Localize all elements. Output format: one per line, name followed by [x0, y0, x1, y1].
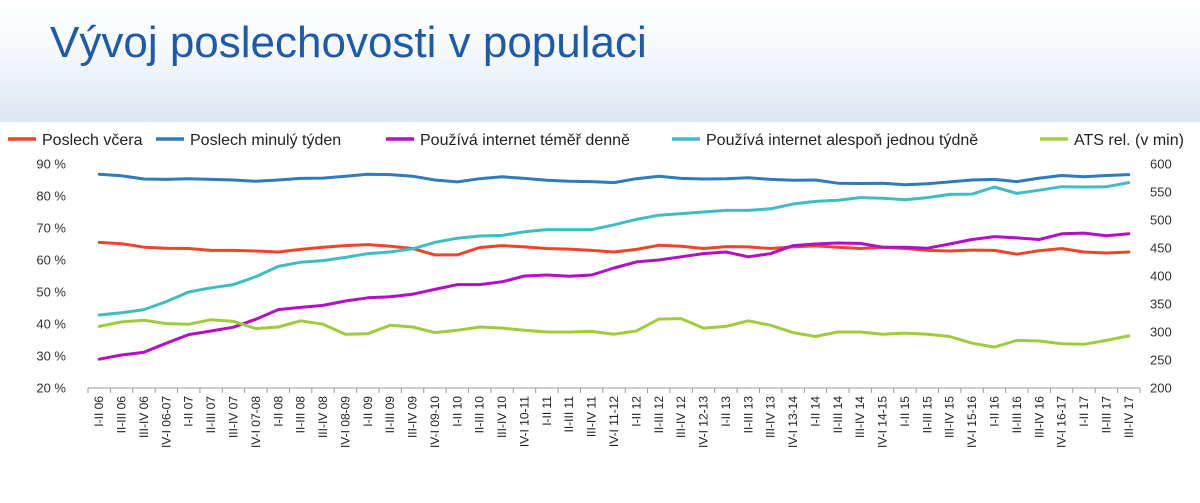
x-tick-label: III-IV 16	[1032, 396, 1046, 438]
x-tick-label: I-II 07	[182, 396, 196, 427]
x-tick-label: I-II 13	[719, 396, 733, 427]
y-right-tick-label: 300	[1150, 325, 1172, 340]
x-tick-label: IV-I 16-17	[1055, 396, 1069, 448]
x-tick-label: III-IV 07	[226, 396, 240, 438]
y-axis-right: 200 250 300 350 400 450 500 550 600	[1150, 157, 1172, 396]
x-tick-label: II-III 11	[562, 396, 576, 433]
series-line	[97, 231, 1131, 361]
x-tick-label: II-III 10	[473, 396, 487, 434]
y-left-tick-label: 40 %	[36, 317, 66, 332]
x-tick-label: II-III 09	[383, 396, 397, 434]
x-tick-label: II-III 12	[652, 396, 666, 434]
y-right-tick-label: 600	[1150, 157, 1172, 172]
x-tick-label: IV-I 14-15	[876, 396, 890, 448]
y-left-tick-label: 20 %	[36, 381, 66, 396]
page-title: Vývoj poslechovosti v populaci	[50, 18, 647, 67]
y-left-tick-label: 50 %	[36, 285, 66, 300]
x-tick-label: IV-I 10-11	[517, 396, 531, 447]
legend-label: Používá internet alespoň jednou týdně	[706, 132, 978, 149]
x-tick-label: III-IV 17	[1122, 396, 1136, 438]
x-tick-label: III-IV 11	[585, 396, 599, 437]
x-tick-label: I-II 11	[540, 396, 554, 426]
series-line	[97, 172, 1131, 187]
x-tick-label: III-IV 13	[764, 396, 778, 438]
x-tick-label: II-III 16	[1010, 396, 1024, 434]
x-tick-label: IV-I 12-13	[697, 396, 711, 448]
x-tick-label: III-IV 09	[406, 396, 420, 438]
x-tick-label: II-III 06	[115, 396, 129, 434]
x-tick-label: III-IV 15	[943, 396, 957, 438]
x-tick-label: III-IV 06	[137, 396, 151, 438]
x-tick-label: I-II 06	[92, 396, 106, 427]
x-tick-label: III-IV 08	[316, 396, 330, 438]
x-axis: I-II 06 II-III 06 III-IV 06 IV-I 06-07 I-II …	[87, 387, 1141, 448]
series-line	[97, 240, 1131, 257]
x-tick-label: I-II 12	[629, 396, 643, 427]
legend-label: Poslech včera	[42, 132, 143, 149]
x-tick-label: IV-I 11-12	[607, 396, 621, 447]
x-tick-label: I-II 08	[271, 396, 285, 427]
x-tick-label: IV-I 13-14	[786, 396, 800, 448]
y-left-tick-label: 90 %	[36, 157, 66, 172]
x-tick-label: I-II 09	[361, 396, 375, 427]
y-right-tick-label: 550	[1150, 185, 1172, 200]
y-axis-left: 20 % 30 % 40 % 50 % 60 % 70 % 80 % 90 %	[36, 157, 66, 396]
legend-label: Poslech minulý týden	[190, 132, 341, 149]
x-tick-label: I-II 17	[1077, 396, 1091, 427]
series-line	[97, 181, 1131, 317]
y-right-tick-label: 350	[1150, 297, 1172, 312]
x-tick-label: I-II 10	[450, 396, 464, 427]
series-layer	[97, 172, 1131, 361]
x-tick-label: III-IV 12	[674, 396, 688, 438]
y-right-tick-label: 500	[1150, 213, 1172, 228]
series-line	[97, 317, 1131, 349]
x-tick-label: IV-I 07-08	[249, 396, 263, 448]
x-tick-label: II-III 08	[294, 396, 308, 434]
legend: Poslech včera Poslech minulý týden Používá…	[8, 132, 1184, 149]
x-tick-label: IV-I 06-07	[159, 396, 173, 448]
legend-label: Používá internet téměř denně	[420, 132, 630, 149]
y-left-tick-label: 80 %	[36, 189, 66, 204]
y-right-tick-label: 400	[1150, 269, 1172, 284]
x-tick-label: I-II 16	[988, 396, 1002, 427]
y-left-tick-label: 70 %	[36, 221, 66, 236]
y-right-tick-label: 250	[1150, 353, 1172, 368]
x-tick-label: II-III 17	[1099, 396, 1113, 434]
x-tick-label: IV-I 08-09	[338, 396, 352, 448]
y-left-tick-label: 30 %	[36, 349, 66, 364]
x-tick-label: II-III 07	[204, 396, 218, 434]
y-left-tick-label: 60 %	[36, 253, 66, 268]
x-tick-label: II-III 14	[831, 396, 845, 434]
x-tick-label: III-IV 14	[853, 396, 867, 438]
y-right-tick-label: 200	[1150, 381, 1172, 396]
x-tick-label: IV-I 15-16	[965, 396, 979, 448]
x-tick-label: III-IV 10	[495, 396, 509, 438]
y-right-tick-label: 450	[1150, 241, 1172, 256]
x-tick-label: I-II 15	[898, 396, 912, 427]
x-tick-label: II-III 15	[920, 396, 934, 434]
x-tick-label: II-III 13	[741, 396, 755, 434]
x-tick-label: I-II 14	[808, 396, 822, 427]
x-tick-label: IV-I 09-10	[428, 396, 442, 448]
legend-label: ATS rel. (v min)	[1074, 132, 1184, 149]
header-band	[0, 0, 1200, 122]
